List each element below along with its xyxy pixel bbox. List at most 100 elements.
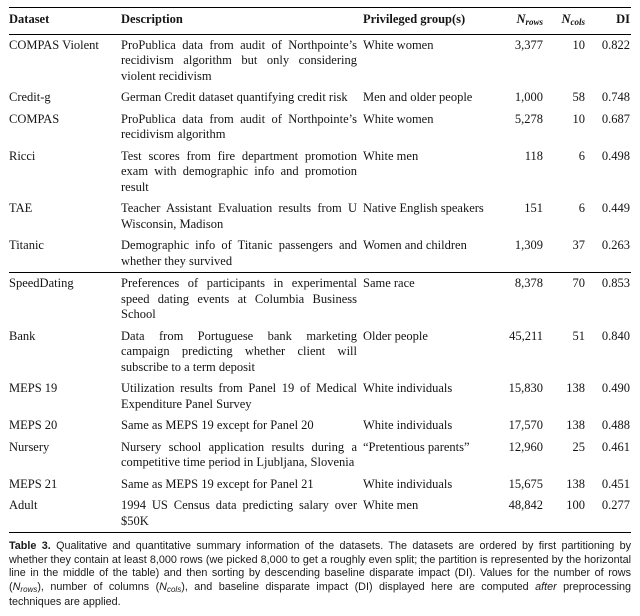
table-row: MEPS 21 Same as MEPS 19 except for Panel …	[9, 474, 631, 496]
table-group-small-datasets: COMPAS Violent ProPublica data from audit…	[9, 34, 631, 273]
cell-dataset-name: COMPAS	[9, 111, 60, 126]
cell-description: German Credit dataset quantifying credit…	[121, 90, 348, 104]
cell-description: Test scores from fire department promoti…	[121, 148, 357, 194]
cell-nrows: 1,000	[514, 90, 543, 104]
caption-segment: N	[159, 580, 167, 593]
header-ncols: Ncols	[549, 8, 591, 35]
cell-description: 1994 US Census data predicting salary ov…	[121, 498, 357, 528]
cell-description: ProPublica data from audit of Northpoint…	[121, 37, 357, 83]
cell-nrows: 3,377	[514, 37, 543, 52]
cell-nrows: 15,675	[508, 476, 543, 491]
cell-ncols: 25	[572, 439, 586, 454]
cell-dataset-name: Ricci	[9, 148, 36, 163]
cell-dataset-name: Titanic	[9, 238, 44, 252]
cell-ncols: 10	[572, 37, 586, 52]
cell-description: Demographic info of Titanic passengers a…	[121, 238, 357, 268]
cell-dataset-name: COMPAS Violent	[9, 37, 99, 52]
table-row: MEPS 19 Utilization results from Panel 19…	[9, 378, 631, 415]
cell-ncols: 6	[578, 148, 585, 163]
table-group-large-datasets: SpeedDating Preferences of participants i…	[9, 273, 631, 533]
cell-nrows: 45,211	[509, 328, 543, 343]
cell-privileged-group: White women	[363, 111, 434, 126]
header-nrows: Nrows	[499, 8, 549, 35]
cell-privileged-group: White individuals	[363, 476, 453, 491]
cell-nrows: 8,378	[514, 276, 543, 290]
table-row: COMPAS ProPublica data from audit of Nort…	[9, 109, 631, 146]
cell-nrows: 48,842	[508, 498, 543, 512]
nrows-symbol: N	[516, 11, 526, 26]
cell-dataset-name: SpeedDating	[9, 276, 74, 290]
cell-ncols: 6	[578, 201, 585, 215]
cell-privileged-group: White men	[363, 498, 419, 512]
cell-description: Data from Portuguese bank marketing camp…	[121, 328, 357, 374]
datasets-table: Dataset Description Privileged group(s) …	[9, 7, 631, 533]
cell-nrows: 151	[524, 201, 543, 215]
cell-di: 0.687	[601, 111, 630, 126]
table-header-row: Dataset Description Privileged group(s) …	[9, 8, 631, 35]
cell-description: Utilization results from Panel 19 of Med…	[121, 381, 357, 411]
cell-description: Preferences of participants in experimen…	[121, 276, 357, 321]
cell-nrows: 12,960	[508, 439, 543, 454]
cell-ncols: 51	[572, 328, 586, 343]
table-row: Nursery Nursery school application result…	[9, 437, 631, 474]
cell-di: 0.449	[601, 201, 630, 215]
cell-ncols: 138	[566, 381, 585, 395]
table-row: TAE Teacher Assistant Evaluation results …	[9, 198, 631, 235]
cell-di: 0.822	[601, 37, 630, 52]
cell-di: 0.748	[601, 90, 630, 104]
cell-di: 0.277	[601, 498, 630, 512]
table-row: Adult 1994 US Census data predicting sala…	[9, 495, 631, 533]
nrows-subscript: rows	[525, 16, 543, 27]
table-row: MEPS 20 Same as MEPS 19 except for Panel …	[9, 415, 631, 437]
cell-dataset-name: MEPS 21	[9, 476, 58, 491]
cell-di: 0.490	[601, 381, 630, 395]
cell-privileged-group: White women	[363, 37, 434, 52]
cell-dataset-name: MEPS 19	[9, 381, 58, 395]
ncols-subscript: cols	[570, 16, 586, 27]
cell-description: Same as MEPS 19 except for Panel 20	[121, 418, 314, 432]
table-row: COMPAS Violent ProPublica data from audit…	[9, 34, 631, 87]
header-di: DI	[616, 11, 630, 26]
cell-di: 0.461	[601, 439, 630, 454]
cell-di: 0.451	[601, 476, 630, 491]
cell-dataset-name: Nursery	[9, 439, 50, 454]
cell-dataset-name: Credit-g	[9, 90, 51, 104]
caption-segment: ), and baseline disparate impact (DI) di…	[181, 580, 536, 593]
cell-privileged-group: Older people	[363, 328, 428, 343]
header-privileged-groups: Privileged group(s)	[363, 11, 466, 26]
table-row: Credit-g German Credit dataset quantifyin…	[9, 87, 631, 109]
header-dataset: Dataset	[9, 11, 50, 26]
cell-nrows: 118	[524, 148, 543, 163]
cell-di: 0.840	[601, 328, 630, 343]
cell-privileged-group: “Pretentious parents”	[363, 439, 470, 454]
cell-dataset-name: Bank	[9, 328, 36, 343]
table-row: Titanic Demographic info of Titanic passe…	[9, 235, 631, 273]
cell-privileged-group: Native English speakers	[363, 201, 484, 215]
cell-privileged-group: White men	[363, 148, 419, 163]
cell-ncols: 10	[572, 111, 586, 126]
caption-segment: ), number of columns (	[37, 580, 160, 593]
cell-dataset-name: MEPS 20	[9, 418, 58, 432]
cell-nrows: 1,309	[514, 238, 543, 252]
cell-ncols: 138	[566, 418, 585, 432]
cell-ncols: 37	[572, 238, 586, 252]
cell-nrows: 5,278	[514, 111, 543, 126]
cell-di: 0.263	[601, 238, 630, 252]
cell-di: 0.853	[601, 276, 630, 290]
caption-segment: preprocessing techniques are applied.	[9, 580, 631, 609]
cell-privileged-group: Same race	[363, 276, 415, 290]
caption-segment: after	[535, 580, 557, 593]
cell-ncols: 100	[566, 498, 585, 512]
table-row: SpeedDating Preferences of participants i…	[9, 273, 631, 326]
table-caption: Table 3. Qualitative and quantitative su…	[9, 540, 631, 610]
caption-segment: N	[12, 580, 21, 593]
cell-privileged-group: Men and older people	[363, 90, 473, 104]
ncols-symbol: N	[561, 11, 571, 26]
cell-description: Nursery school application results durin…	[121, 439, 357, 470]
table-row: Bank Data from Portuguese bank marketing …	[9, 326, 631, 379]
cell-privileged-group: Women and children	[363, 238, 467, 252]
cell-dataset-name: Adult	[9, 498, 38, 512]
cell-nrows: 17,570	[508, 418, 543, 432]
cell-description: Teacher Assistant Evaluation results fro…	[121, 201, 357, 231]
